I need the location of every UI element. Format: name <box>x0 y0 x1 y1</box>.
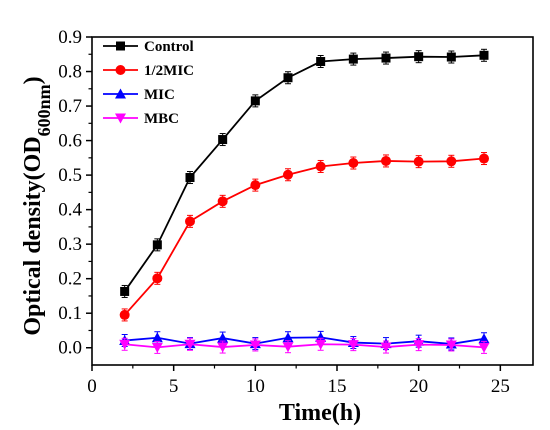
y-tick-label: 0.0 <box>58 338 82 359</box>
data-point <box>315 339 327 350</box>
data-point <box>478 342 490 353</box>
data-point <box>413 156 424 167</box>
legend-item: MIC <box>103 87 175 103</box>
data-point <box>151 342 163 353</box>
data-point <box>381 155 391 166</box>
legend: Control 1/2MIC MIC MBC <box>103 39 194 127</box>
data-point <box>478 333 490 344</box>
data-point <box>380 342 392 353</box>
x-axis-title: Time(h) <box>279 400 361 426</box>
legend-item: Control <box>103 39 194 55</box>
series-line <box>123 157 485 316</box>
x-tick-label: 5 <box>169 376 179 397</box>
data-point <box>479 153 489 164</box>
x-tick-label: 15 <box>328 376 347 397</box>
legend-marker <box>115 65 126 75</box>
legend-label: Control <box>144 39 194 55</box>
y-tick-label: 0.5 <box>58 165 82 186</box>
plot-axes <box>91 36 534 366</box>
data-point <box>217 332 229 343</box>
y-tick-label: 0.3 <box>58 234 82 255</box>
y-tick-label: 0.4 <box>58 200 82 221</box>
series-line <box>123 54 485 292</box>
data-point <box>250 180 261 191</box>
y-tick-label: 0.2 <box>58 269 82 290</box>
series-2 <box>119 330 490 351</box>
data-point <box>152 240 162 250</box>
data-point <box>413 340 425 351</box>
data-point <box>217 342 229 353</box>
y-tick-label: 0.1 <box>58 303 82 324</box>
data-point <box>218 135 228 145</box>
data-point <box>348 54 358 64</box>
series-layer <box>119 48 490 354</box>
data-point <box>185 216 195 227</box>
plot-frame <box>91 36 534 366</box>
series-line <box>124 343 485 349</box>
data-point <box>347 340 359 351</box>
data-point <box>315 161 326 172</box>
legend-label: 1/2MIC <box>144 63 194 79</box>
series-0 <box>120 48 489 298</box>
data-point <box>348 158 359 169</box>
legend-item: 1/2MIC <box>103 63 194 79</box>
legend-label: MIC <box>144 87 175 103</box>
data-point <box>283 73 293 83</box>
y-tick-label: 0.6 <box>58 131 82 152</box>
data-point <box>414 52 424 62</box>
y-axis-title-close: ) <box>20 76 46 84</box>
legend-marker <box>116 41 125 51</box>
legend-marker <box>115 113 126 124</box>
data-point <box>445 340 457 351</box>
y-axis-title-main: Optical density(OD <box>20 136 46 335</box>
legend-item: MBC <box>103 111 179 127</box>
data-point <box>120 286 130 296</box>
data-point <box>316 57 326 67</box>
x-tick-label: 25 <box>491 376 510 397</box>
y-tick-label: 0.9 <box>58 27 82 48</box>
data-point <box>479 50 489 60</box>
legend-marker <box>115 88 126 99</box>
data-point <box>152 273 163 284</box>
y-axis-ticks: 0.0 0.1 0.2 0.3 0.4 0.5 0.6 0.7 0.8 0.9 <box>58 27 92 359</box>
data-point <box>283 169 293 180</box>
data-point <box>217 196 228 207</box>
x-tick-label: 10 <box>246 376 265 397</box>
data-point <box>250 96 260 106</box>
data-point <box>446 52 456 62</box>
y-tick-label: 0.7 <box>58 96 82 117</box>
data-point <box>381 53 391 63</box>
data-point <box>282 342 294 353</box>
x-tick-label: 20 <box>409 376 428 397</box>
y-tick-label: 0.8 <box>58 62 82 83</box>
legend-label: MBC <box>144 111 179 127</box>
data-point <box>184 339 196 350</box>
data-point <box>151 332 163 343</box>
series-line <box>124 336 485 345</box>
data-point <box>446 156 457 167</box>
x-tick-label: 0 <box>87 376 97 397</box>
x-axis-ticks: 0 5 10 15 20 25 <box>87 365 510 397</box>
data-point <box>249 340 261 351</box>
data-point <box>119 309 130 320</box>
y-axis-title: Optical density(OD600nm) <box>20 76 54 335</box>
data-point <box>185 173 195 183</box>
series-1 <box>119 152 489 322</box>
data-point <box>282 332 294 343</box>
data-point <box>119 339 131 350</box>
data-point <box>315 331 327 342</box>
series-3 <box>119 337 490 354</box>
y-axis-title-subscript: 600nm <box>34 84 54 136</box>
